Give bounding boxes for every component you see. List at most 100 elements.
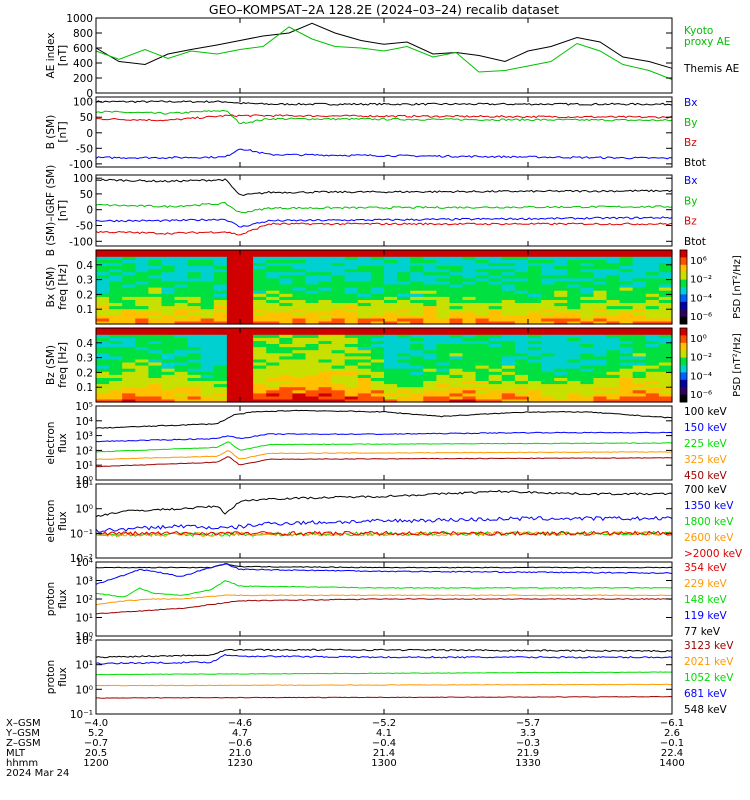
heatmap-cell — [187, 305, 202, 310]
heatmap-cell — [488, 340, 503, 344]
heatmap-cell — [593, 374, 608, 378]
x-info-value: 21.0 — [229, 748, 251, 759]
heatmap-cell — [226, 311, 241, 316]
heatmap-cell — [632, 250, 647, 254]
heatmap-cell — [174, 343, 189, 348]
heatmap-cell — [174, 259, 189, 263]
heatmap-cell — [501, 398, 516, 403]
heatmap-cell — [109, 361, 123, 366]
heatmap-cell — [475, 392, 490, 397]
heatmap-cell — [410, 389, 424, 394]
heatmap-cell — [593, 383, 608, 388]
heatmap-cell — [266, 250, 280, 254]
heatmap-cell — [240, 290, 254, 294]
heatmap-cell — [528, 358, 542, 363]
heatmap-cell — [501, 361, 516, 366]
heatmap-cell — [501, 265, 516, 270]
heatmap-cell — [96, 331, 110, 335]
heatmap-cell — [292, 302, 307, 307]
heatmap-cell — [331, 280, 346, 285]
heatmap-cell — [240, 374, 254, 378]
heatmap-cell — [423, 287, 437, 291]
heatmap-cell — [606, 296, 621, 300]
heatmap-cell — [292, 331, 307, 335]
heatmap-cell — [357, 365, 372, 369]
heatmap-cell — [213, 349, 228, 354]
heatmap-cell — [174, 331, 189, 335]
heatmap-cell — [96, 253, 110, 257]
heatmap-cell — [318, 365, 333, 369]
heatmap-cell — [187, 271, 202, 276]
heatmap-cell — [240, 274, 254, 279]
heatmap-cell — [567, 265, 581, 270]
heatmap-cell — [514, 302, 529, 307]
heatmap-cell — [266, 368, 280, 372]
heatmap-cell — [279, 283, 293, 288]
heatmap-cell — [567, 302, 581, 307]
heatmap-cell — [318, 317, 333, 322]
heatmap-cell — [501, 262, 516, 266]
heatmap-cell — [292, 280, 307, 285]
heatmap-cell — [240, 346, 254, 351]
heatmap-cell — [567, 293, 581, 297]
heatmap-cell — [344, 274, 359, 279]
heatmap-cell — [122, 302, 136, 307]
heatmap-cell — [292, 296, 307, 300]
heatmap-cell — [632, 355, 647, 360]
heatmap-cell — [305, 383, 320, 388]
heatmap-cell — [122, 398, 136, 403]
heatmap-cell — [331, 340, 346, 344]
heatmap-cell — [658, 259, 673, 263]
heatmap-cell — [488, 346, 503, 351]
heatmap-cell — [187, 349, 202, 354]
heatmap-cell — [567, 389, 581, 394]
heatmap-cell — [580, 280, 595, 285]
heatmap-cell — [462, 377, 477, 381]
heatmap-cell — [606, 340, 621, 344]
series-line-148-kev — [95, 580, 673, 598]
heatmap-cell — [410, 274, 424, 279]
heatmap-cell — [528, 371, 542, 375]
heatmap-cell — [449, 283, 464, 288]
heatmap-cell — [318, 349, 333, 354]
heatmap-cell — [554, 337, 568, 341]
heatmap-cell — [200, 383, 215, 388]
heatmap-cell — [619, 361, 634, 366]
heatmap-cell — [554, 296, 568, 300]
heatmap-cell — [135, 392, 149, 397]
heatmap-cell — [449, 256, 464, 260]
heatmap-cell — [514, 280, 529, 285]
heatmap-cell — [554, 305, 568, 310]
heatmap-cell — [96, 271, 110, 276]
heatmap-cell — [305, 259, 320, 263]
heatmap-cell — [240, 352, 254, 357]
heatmap-cell — [305, 349, 320, 354]
heatmap-cell — [619, 299, 634, 303]
heatmap-cell — [619, 287, 634, 291]
heatmap-cell — [436, 296, 451, 300]
heatmap-cell — [318, 274, 333, 279]
heatmap-cell — [331, 346, 346, 351]
heatmap-cell — [501, 377, 516, 381]
heatmap-cell — [541, 287, 555, 291]
heatmap-cell — [122, 389, 136, 394]
heatmap-cell — [593, 320, 608, 325]
heatmap-cell — [174, 365, 189, 369]
heatmap-cell — [567, 277, 581, 282]
heatmap-cell — [554, 334, 568, 338]
heatmap-cell — [449, 358, 464, 363]
heatmap-cell — [488, 314, 503, 319]
heatmap-cell — [397, 346, 411, 351]
heatmap-cell — [475, 283, 490, 288]
heatmap-cell — [148, 268, 163, 273]
heatmap-cell — [632, 380, 647, 385]
plot-frame — [95, 17, 673, 94]
series-line-681-kev — [95, 654, 673, 665]
heatmap-cell — [200, 274, 215, 279]
heatmap-cell — [109, 302, 123, 307]
heatmap-cell — [266, 358, 280, 363]
heatmap-cell — [240, 317, 254, 322]
heatmap-cell — [658, 331, 673, 335]
heatmap-cell — [632, 253, 647, 257]
heatmap-cell — [213, 383, 228, 388]
